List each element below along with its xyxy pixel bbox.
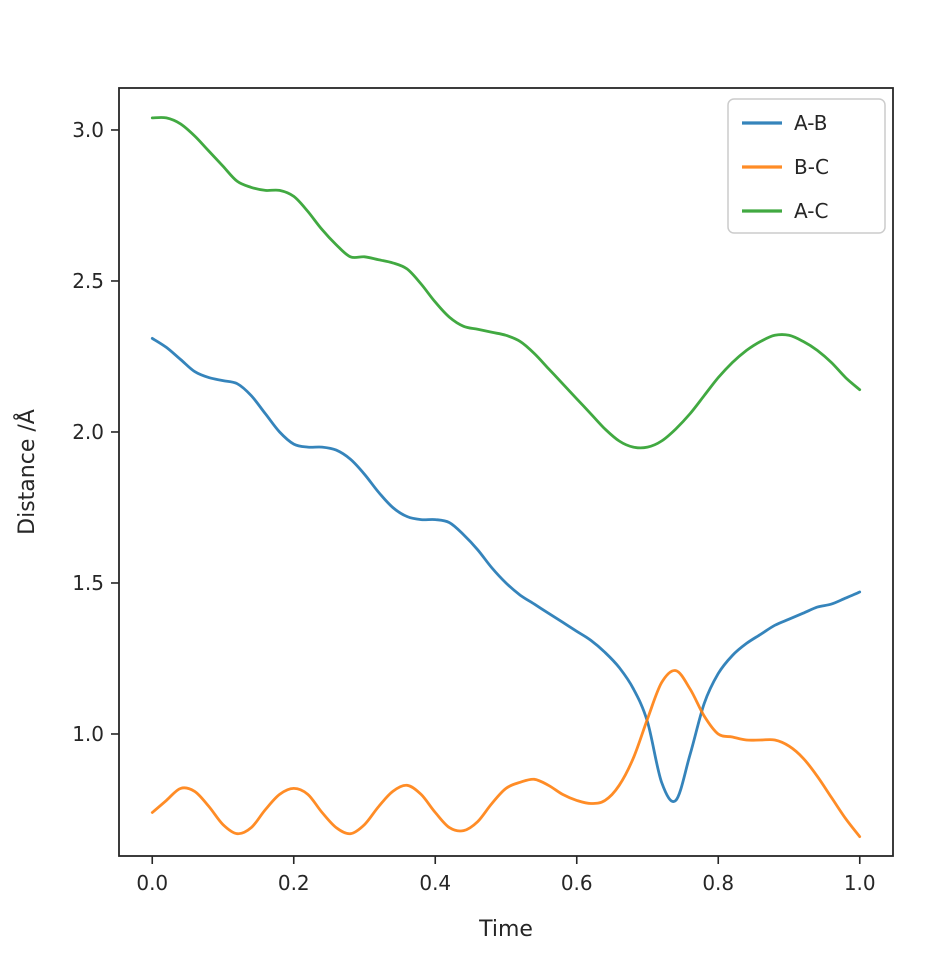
y-tick-label: 1.0 <box>72 722 104 746</box>
y-axis-label: Distance /Å <box>13 409 40 535</box>
series-line-A-B <box>150 337 862 803</box>
y-tick-label: 3.0 <box>72 118 104 142</box>
y-tick-label: 2.5 <box>72 269 104 293</box>
y-tick-label: 2.0 <box>72 420 104 444</box>
series-line-A-C <box>150 116 862 450</box>
x-tick-label: 0.6 <box>561 871 593 895</box>
x-axis-label: Time <box>478 917 533 942</box>
x-tick-label: 1.0 <box>844 871 876 895</box>
legend-label-B-C: B-C <box>794 155 829 179</box>
x-tick-label: 0.4 <box>419 871 451 895</box>
x-tick-label: 0.2 <box>278 871 310 895</box>
series-line-B-C <box>150 669 862 839</box>
plot-border <box>118 87 894 857</box>
legend-box <box>727 98 886 234</box>
legend-label-A-B: A-B <box>794 111 827 135</box>
legend-label-A-C: A-C <box>794 199 828 223</box>
x-tick-label: 0.8 <box>702 871 734 895</box>
x-tick-label: 0.0 <box>136 871 168 895</box>
y-tick-label: 1.5 <box>72 571 104 595</box>
plot-area: 0.0 0.2 0.4 0.6 0.8 1.0 1.0 1.5 2.0 2.5 3.0 A-B B-C A… <box>72 87 894 895</box>
